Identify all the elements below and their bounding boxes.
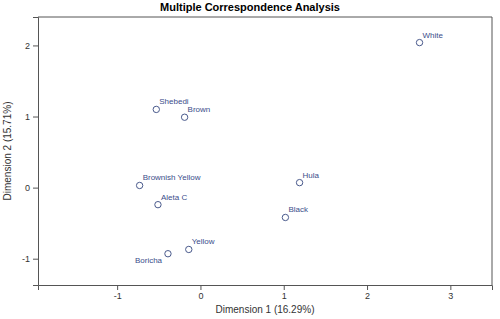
tick: 3 [448,285,453,301]
tick-label: 1 [282,291,287,301]
frame [38,17,492,18]
tick-mark [33,259,38,260]
tick-label: 0 [25,183,30,193]
point [181,114,187,120]
x-axis-title: Dimension 1 (16.29%) [216,304,315,315]
tick: 1 [25,112,38,122]
point-label: Black [288,205,309,214]
point [165,251,171,257]
tick: 0 [25,183,38,193]
axis-line [33,18,39,286]
tick: -1 [22,254,38,264]
tick-mark [367,285,368,290]
tick: 2 [365,285,370,301]
point [186,246,192,252]
point [136,182,142,188]
tick-label: 1 [25,112,30,122]
point-label: Yellow [192,237,215,246]
point [153,106,159,112]
tick: 1 [282,285,287,301]
tick-label: 2 [365,291,370,301]
tick-mark [200,285,201,290]
point-label: Shebedi [159,97,189,106]
point-labels: White ShebediBrown Brownish Yellow Hula Alet… [135,31,444,265]
y-axis: -1 0 1 2 [22,18,39,286]
point-label: Brown [188,105,211,114]
tick-label: -1 [22,254,30,264]
tick-mark [33,45,38,46]
frame [492,17,493,285]
tick: -1 [114,285,122,301]
point [296,179,302,185]
point-label: Aleta C [161,193,187,202]
tick-mark [33,117,38,118]
tick-mark [450,285,451,290]
chart: Multiple Correspondence Analysis-10123-1… [0,0,500,319]
axis-line [39,286,493,291]
point [416,39,422,45]
tick-mark [117,285,118,290]
point-label: White [423,31,444,40]
tick-label: -1 [114,291,122,301]
tick-mark [33,188,38,189]
point [282,214,288,220]
tick: 0 [198,285,203,301]
tick-label: 3 [448,291,453,301]
x-axis: -1 0 1 2 3 [39,285,493,301]
point-label: Boricha [135,256,163,265]
point [155,201,161,207]
title: Multiple Correspondence Analysis [160,1,340,13]
tick-mark [284,285,285,290]
tick-label: 2 [25,41,30,51]
tick: 2 [25,41,38,51]
tick-label: 0 [198,291,203,301]
y-axis-title: Dimension 2 (15.71%) [2,102,13,201]
point-label: Hula [303,171,320,180]
point-label: Brownish Yellow [143,173,201,182]
points [136,39,422,257]
